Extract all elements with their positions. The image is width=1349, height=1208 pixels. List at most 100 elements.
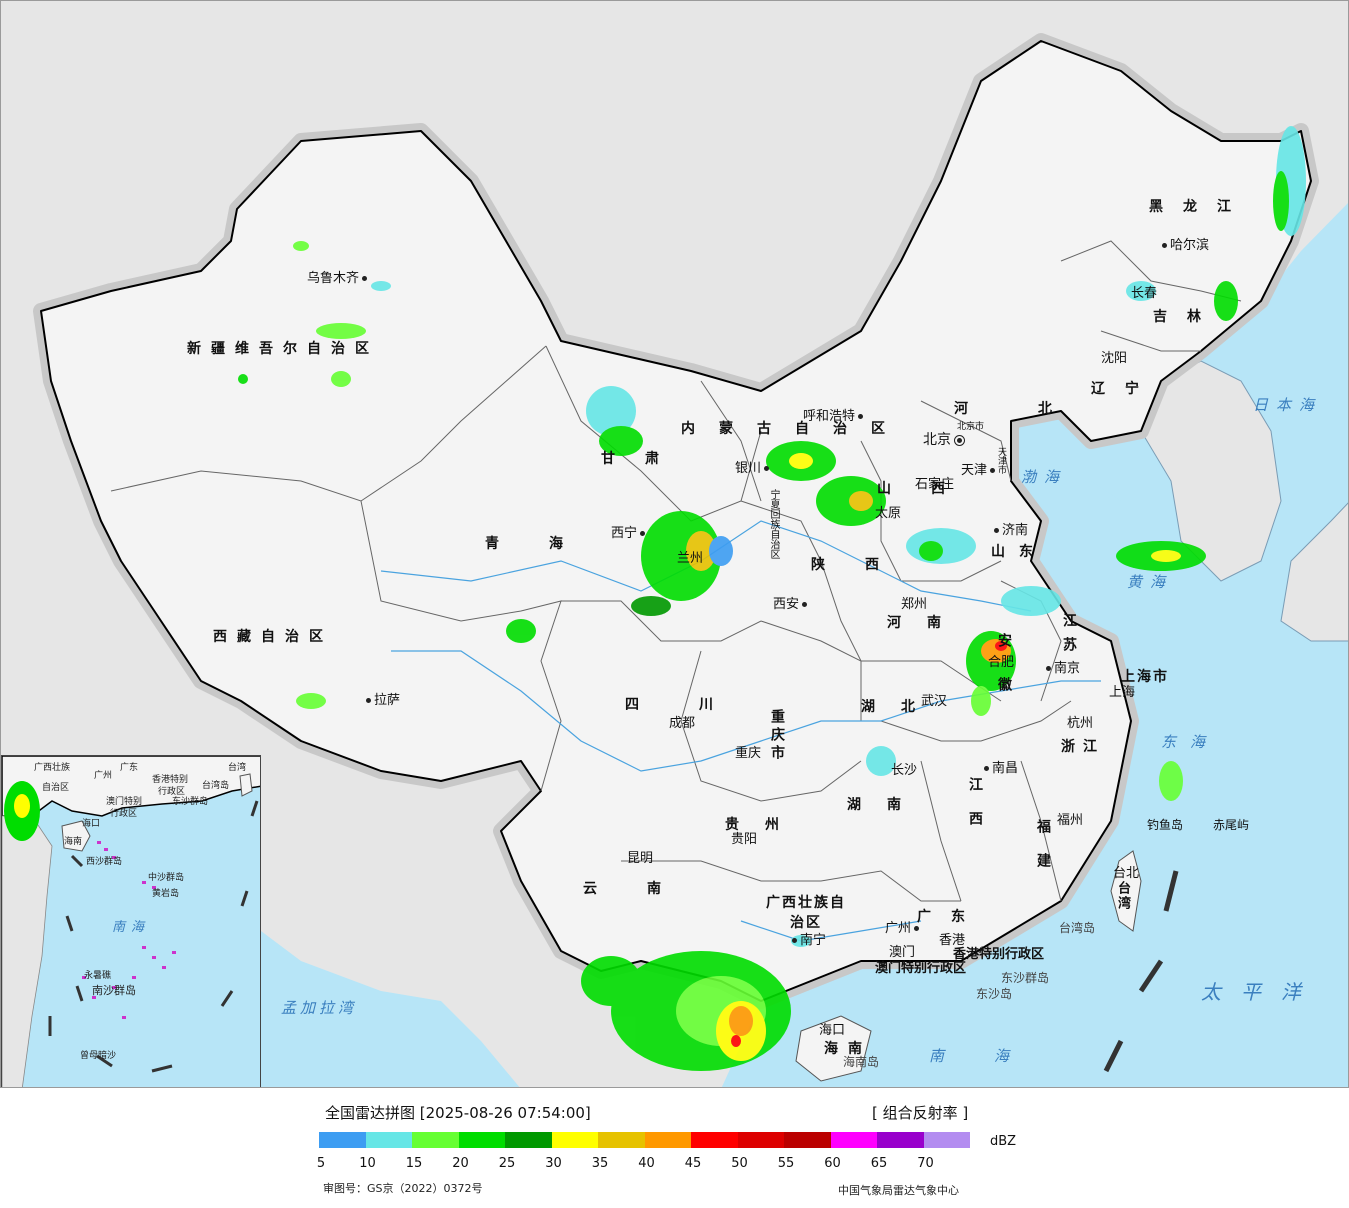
inset-label: 台湾岛 xyxy=(202,781,230,791)
city-label: 呼和浩特 xyxy=(803,409,866,424)
legend-tick-label: 20 xyxy=(452,1156,469,1171)
legend-color-cell xyxy=(923,1132,970,1148)
legend-title: 全国雷达拼图 [2025-08-26 07:54:00] xyxy=(325,1104,591,1122)
city-label: 南宁 xyxy=(789,933,826,948)
island-label: 赤尾屿 xyxy=(1213,818,1250,832)
province-label: 山西 xyxy=(877,481,985,497)
province-label: 青海 xyxy=(485,536,613,552)
province-label: 吉林 xyxy=(1153,309,1221,325)
legend-color-cell xyxy=(691,1132,738,1148)
inset-label: 自治区 xyxy=(42,783,70,793)
inset-label: 香港特别 xyxy=(152,775,189,785)
province-label: 贵州 xyxy=(725,817,805,833)
province-label: 黑龙江 xyxy=(1149,199,1251,215)
legend-color-bar xyxy=(319,1132,970,1148)
radar-echoes xyxy=(238,126,1306,1071)
province-label: 上海市 xyxy=(1121,669,1169,685)
city-label: 台北 xyxy=(1113,866,1140,881)
legend-color-cell xyxy=(458,1132,505,1148)
inset-label: 行政区 xyxy=(110,809,138,819)
japan xyxy=(1280,502,1348,642)
province-label: 香港特别行政区 xyxy=(953,947,1045,962)
hainan xyxy=(795,1015,872,1082)
legend-tick-label: 45 xyxy=(684,1156,702,1171)
sea-label: 日本海 xyxy=(1253,396,1323,414)
legend-color-cell xyxy=(877,1132,924,1148)
city-label: 杭州 xyxy=(1067,716,1094,731)
province-label: 澳门特别行政区 xyxy=(875,961,967,976)
legend-tick-label: 35 xyxy=(591,1156,609,1171)
legend-tick-label: 50 xyxy=(731,1156,748,1171)
city-label: 哈尔滨 xyxy=(1159,238,1209,253)
city-label: 银川 xyxy=(735,461,772,476)
inset-label: 行政区 xyxy=(158,787,186,797)
legend-color-cell xyxy=(830,1132,877,1148)
inset-label: 广西壮族 xyxy=(34,763,71,773)
legend-tick-label: 30 xyxy=(545,1156,562,1171)
city-label: 西宁 xyxy=(611,526,648,541)
city-label: 广州 xyxy=(885,921,922,936)
city-label: 上海 xyxy=(1109,685,1136,700)
province-label: 广东 xyxy=(917,909,985,925)
province-label: 重庆市 xyxy=(769,709,785,763)
province-label: 江苏 xyxy=(1061,613,1077,661)
maritime-boundaries xyxy=(1103,870,1179,1073)
province-label: 北京市 xyxy=(957,422,985,432)
province-label: 天津市 xyxy=(996,447,1006,474)
city-label: 拉萨 xyxy=(363,693,400,708)
city-label: 重庆 xyxy=(735,746,762,761)
province-label: 内蒙古自治区 xyxy=(681,421,909,437)
city-label: 乌鲁木齐 xyxy=(307,271,370,286)
legend-color-cell xyxy=(598,1132,645,1148)
city-label: 长春 xyxy=(1131,286,1158,301)
legend-color-cell xyxy=(737,1132,784,1148)
city-label: 郑州 xyxy=(901,597,928,612)
bohai-yellow-sea xyxy=(1011,411,1201,641)
province-label: 安徽 xyxy=(996,633,1012,721)
legend-tick-label: 55 xyxy=(777,1156,795,1171)
province-label: 河北 xyxy=(954,401,1122,417)
inset-sea-label: 南海 xyxy=(112,920,151,935)
city-label: 南京 xyxy=(1043,661,1080,676)
province-label: 新疆维吾尔自治区 xyxy=(187,341,379,357)
legend-tick-label: 10 xyxy=(359,1156,376,1171)
legend-color-cell xyxy=(551,1132,598,1148)
legend-tick-label: 65 xyxy=(870,1156,888,1171)
province-label: 湖北 xyxy=(861,699,941,715)
sea-label: 东海 xyxy=(1161,733,1220,751)
legend-tick-label: 70 xyxy=(917,1156,934,1171)
island-label: 台湾岛 xyxy=(1059,921,1096,935)
legend-tick-label: 5 xyxy=(316,1156,326,1171)
legend-color-cell xyxy=(784,1132,831,1148)
province-label: 福建 xyxy=(1035,819,1051,887)
sea-label: 渤海 xyxy=(1021,468,1068,486)
province-label: 宁夏回族自治区 xyxy=(768,489,779,559)
legend-color-cell xyxy=(365,1132,412,1148)
island-label: 海南岛 xyxy=(843,1055,880,1069)
province-label: 辽宁 xyxy=(1091,381,1159,397)
legend-color-cell xyxy=(319,1132,366,1148)
taiwan xyxy=(1110,850,1142,932)
inset-label: 南沙群岛 xyxy=(92,984,136,997)
province-label: 台湾 xyxy=(1115,881,1130,911)
south-china-sea-inset: 广西壮族 自治区 广州 广东 澳门特别 行政区 香港特别 行政区 台湾 台湾岛 … xyxy=(1,755,261,1087)
city-label: 济南 xyxy=(991,523,1028,538)
sea-label: 太平洋 xyxy=(1201,980,1321,1004)
sea-label: 黄海 xyxy=(1127,573,1174,591)
inset-label: 海南 xyxy=(64,837,83,847)
city-label: 合肥 xyxy=(988,655,1015,670)
city-label: 兰州 xyxy=(677,551,704,566)
legend-color-cell xyxy=(505,1132,552,1148)
legend-color-cell xyxy=(644,1132,691,1148)
city-label: 天津 xyxy=(961,463,998,478)
province-label: 湖南 xyxy=(847,797,927,813)
inset-label: 广州 xyxy=(94,771,113,781)
radar-map: 新疆维吾尔自治区 西藏自治区 青海 甘肃 内蒙古自治区 四川 云南 陕西 山西 … xyxy=(0,0,1349,1088)
inset-label: 黄岩岛 xyxy=(152,889,180,899)
legend-product: [ 组合反射率 ] xyxy=(872,1104,969,1122)
legend-color-cell xyxy=(412,1132,459,1148)
island-label: 东沙岛 xyxy=(976,987,1013,1001)
inset-label: 曾母暗沙 xyxy=(80,1051,117,1061)
city-label: 海口 xyxy=(819,1023,846,1038)
city-label: 北京 xyxy=(923,433,968,448)
